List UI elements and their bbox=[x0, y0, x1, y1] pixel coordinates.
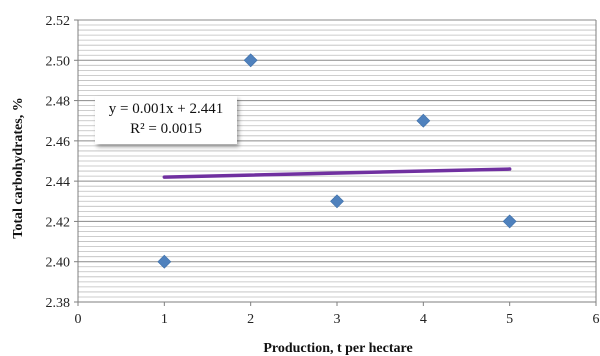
trendline bbox=[162, 167, 512, 179]
y-tick-label: 2.44 bbox=[46, 175, 71, 190]
x-tick-label: 5 bbox=[506, 312, 513, 327]
trendline-equation: y = 0.001x + 2.441 bbox=[108, 101, 224, 117]
y-tick-label: 2.38 bbox=[46, 296, 71, 311]
x-tick-label: 2 bbox=[247, 312, 254, 327]
y-tick-label: 2.48 bbox=[46, 95, 71, 110]
data-point-marker bbox=[157, 254, 172, 269]
y-tick-label: 2.40 bbox=[46, 256, 71, 271]
trendline-path bbox=[162, 167, 512, 179]
r-squared: R² = 0.0015 bbox=[130, 121, 202, 137]
data-point-marker bbox=[243, 53, 258, 68]
x-tick-label: 4 bbox=[420, 312, 427, 327]
y-axis-title: Total carbohydrates, % bbox=[11, 97, 26, 238]
x-tick-label: 3 bbox=[334, 312, 341, 327]
y-tick-label: 2.46 bbox=[46, 135, 71, 150]
data-point-marker bbox=[502, 214, 517, 229]
x-tick-label: 1 bbox=[161, 312, 168, 327]
x-tick-label: 0 bbox=[75, 312, 82, 327]
y-tick-label: 2.52 bbox=[46, 14, 71, 29]
data-points bbox=[157, 53, 517, 269]
data-point-marker bbox=[416, 113, 431, 128]
x-tick-labels: 0 1 2 3 4 5 6 bbox=[75, 312, 600, 327]
y-tick-label: 2.50 bbox=[46, 54, 71, 69]
axes bbox=[74, 19, 597, 306]
grid-lines bbox=[78, 19, 596, 303]
x-axis-title: Production, t per hectare bbox=[263, 341, 412, 356]
data-point-marker bbox=[330, 194, 344, 209]
y-tick-labels: 2.38 2.40 2.42 2.44 2.46 2.48 2.50 2.52 bbox=[46, 14, 71, 311]
y-tick-label: 2.42 bbox=[46, 215, 71, 230]
trendline-equation-box: y = 0.001x + 2.441 R² = 0.0015 bbox=[95, 96, 237, 144]
x-tick-label: 6 bbox=[593, 312, 600, 327]
